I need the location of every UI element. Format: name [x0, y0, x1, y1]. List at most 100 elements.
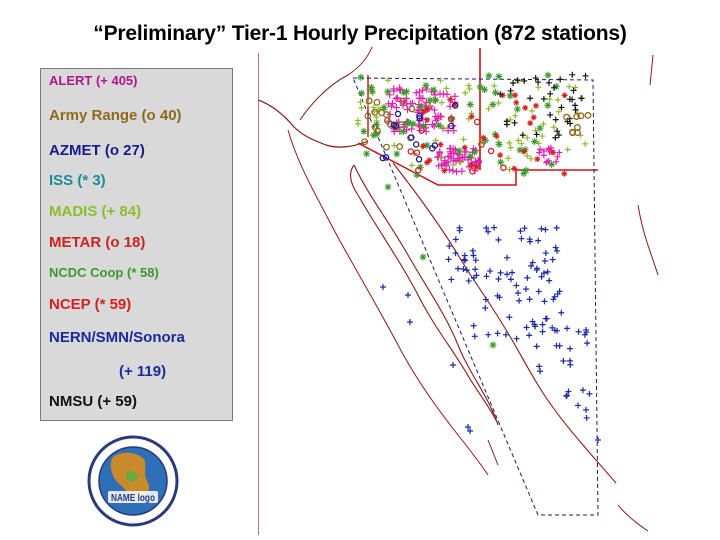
station-marker — [511, 165, 518, 172]
station-marker — [380, 104, 388, 112]
station-marker — [451, 92, 459, 100]
station-marker — [478, 141, 485, 148]
station-marker — [546, 277, 553, 284]
station-marker — [535, 84, 542, 91]
legend-item: MADIS (+ 84) — [49, 203, 142, 220]
station-marker — [383, 143, 390, 151]
station-marker — [503, 121, 510, 128]
station-marker — [466, 101, 474, 109]
station-marker — [495, 236, 502, 243]
legend-item: NERN/SMN/Sonora — [49, 329, 185, 346]
station-marker — [481, 136, 489, 144]
station-marker — [417, 94, 425, 102]
station-marker — [494, 292, 501, 299]
station-marker — [415, 121, 423, 129]
station-marker — [567, 345, 574, 352]
station-marker — [450, 362, 456, 368]
station-marker — [437, 141, 444, 148]
station-marker — [550, 124, 557, 131]
station-marker — [465, 424, 471, 430]
station-marker — [554, 96, 561, 103]
station-marker — [491, 224, 498, 231]
station-marker — [384, 183, 392, 191]
station-marker — [493, 133, 500, 140]
station-marker — [533, 343, 540, 350]
station-marker — [438, 161, 446, 169]
station-marker — [407, 148, 415, 155]
station-marker — [418, 127, 426, 134]
station-marker — [521, 77, 528, 84]
station-marker — [380, 284, 386, 290]
station-marker — [515, 78, 522, 85]
station-marker — [438, 99, 445, 106]
station-marker — [471, 158, 479, 166]
station-marker — [445, 256, 452, 263]
station-marker — [392, 104, 400, 112]
station-marker — [424, 159, 431, 166]
station-marker — [507, 116, 514, 123]
station-marker — [537, 146, 544, 153]
station-marker — [463, 267, 470, 274]
legend-item: Army Range (o 40) — [49, 107, 182, 124]
station-marker — [554, 153, 561, 160]
station-marker — [413, 149, 421, 156]
station-marker — [423, 141, 431, 149]
station-marker — [449, 145, 457, 153]
station-marker — [399, 101, 407, 109]
station-marker — [444, 158, 452, 166]
station-marker — [456, 227, 463, 234]
station-marker — [555, 108, 562, 115]
station-marker — [517, 228, 524, 235]
station-marker — [502, 331, 509, 338]
station-marker — [457, 159, 464, 166]
station-marker — [536, 363, 543, 370]
station-marker — [544, 101, 552, 109]
station-marker — [446, 243, 453, 250]
station-marker — [583, 326, 590, 333]
station-marker — [549, 256, 556, 263]
station-marker — [569, 71, 576, 78]
station-marker — [399, 128, 407, 136]
station-marker — [390, 121, 397, 129]
station-marker — [546, 96, 553, 103]
station-marker — [448, 276, 455, 283]
station-marker — [355, 117, 362, 124]
station-marker — [530, 114, 537, 121]
station-marker — [515, 290, 522, 297]
station-marker — [578, 95, 585, 102]
station-marker — [386, 110, 394, 118]
station-marker — [424, 116, 431, 123]
station-marker — [485, 72, 493, 80]
station-marker — [439, 90, 447, 98]
station-marker — [435, 121, 443, 129]
station-marker — [483, 225, 490, 232]
station-marker — [404, 119, 412, 127]
station-marker — [489, 341, 497, 349]
station-marker — [554, 327, 561, 334]
station-marker — [485, 228, 492, 235]
station-marker — [458, 167, 466, 175]
station-marker — [560, 357, 567, 364]
station-marker — [394, 94, 402, 102]
station-marker — [563, 113, 571, 121]
station-marker — [394, 110, 402, 118]
station-marker — [507, 276, 514, 283]
station-marker — [361, 138, 369, 146]
station-marker — [527, 120, 534, 127]
logo-text: NAME logo — [111, 493, 155, 504]
station-marker — [491, 83, 498, 90]
station-marker — [529, 107, 536, 114]
station-marker — [455, 157, 463, 165]
station-marker — [480, 134, 487, 141]
station-marker — [430, 86, 438, 94]
station-marker — [447, 115, 455, 123]
station-marker — [537, 368, 544, 375]
station-marker — [536, 149, 543, 156]
station-marker — [532, 323, 539, 330]
station-marker — [552, 134, 559, 141]
station-marker — [561, 92, 568, 99]
station-marker — [524, 274, 531, 281]
station-marker — [504, 271, 511, 278]
station-marker — [491, 89, 499, 97]
station-marker — [583, 414, 590, 421]
